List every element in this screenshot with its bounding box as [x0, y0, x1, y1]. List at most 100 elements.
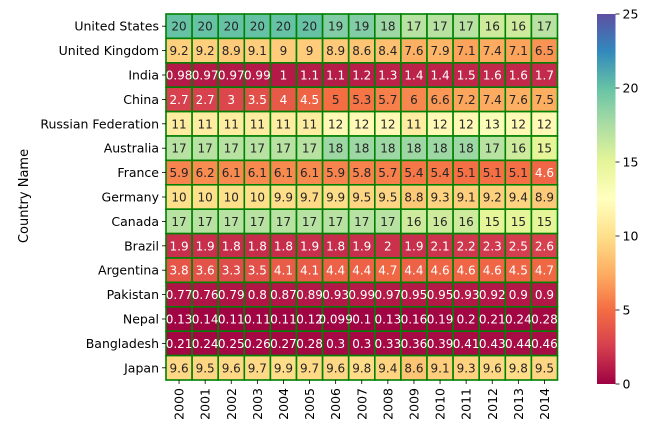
- heatmap-cell: [321, 354, 350, 381]
- cell-value-label: 1.4: [404, 69, 423, 83]
- y-axis-title: Country Name: [17, 149, 32, 243]
- cell-value-label: 15: [537, 215, 552, 229]
- cell-value-label: 0.97: [374, 288, 401, 302]
- cell-value-label: 2: [384, 239, 392, 253]
- cell-value-label: 17: [224, 215, 239, 229]
- cell-value-label: 9.9: [274, 191, 293, 205]
- cell-value-label: 2.1: [431, 239, 450, 253]
- heatmap-cell: [452, 330, 481, 357]
- cell-value-label: 9.2: [483, 191, 502, 205]
- cell-value-label: 17: [485, 142, 500, 156]
- heatmap-cell: [504, 305, 533, 332]
- colorbar-tick-label: 10: [623, 229, 639, 244]
- heatmap-cell: [347, 13, 376, 40]
- cell-value-label: 1.8: [248, 239, 267, 253]
- heatmap-cell: [243, 110, 272, 137]
- cell-value-label: 16: [432, 215, 447, 229]
- heatmap-cell: [347, 354, 376, 381]
- x-tick-label: 2014: [537, 388, 552, 420]
- x-tick-label: 2013: [511, 388, 526, 420]
- heatmap-cell: [530, 184, 559, 211]
- cell-value-label: 1.9: [196, 239, 215, 253]
- colorbar-tick-label: 25: [623, 7, 639, 22]
- heatmap-cell: [217, 184, 246, 211]
- cell-value-label: 10: [198, 191, 213, 205]
- cell-value-label: 9.8: [352, 361, 371, 375]
- y-tick-label: Australia: [104, 141, 159, 156]
- cell-value-label: 9.5: [378, 191, 397, 205]
- cell-value-label: 0.44: [505, 337, 532, 351]
- cell-value-label: 9.8: [509, 361, 528, 375]
- heatmap-cell: [347, 37, 376, 64]
- cell-value-label: 9.1: [431, 361, 450, 375]
- cell-value-label: 6.6: [431, 93, 450, 107]
- cell-value-label: 18: [380, 142, 395, 156]
- heatmap-cell: [347, 208, 376, 235]
- heatmap-cell: [295, 61, 324, 88]
- cell-value-label: 1.8: [222, 239, 241, 253]
- cell-value-label: 4.6: [535, 166, 554, 180]
- cell-value-label: 17: [250, 215, 265, 229]
- x-tick-label: 2004: [276, 388, 291, 420]
- y-tick-label: Argentina: [98, 263, 159, 278]
- cell-value-label: 17: [276, 215, 291, 229]
- heatmap-cell: [426, 184, 454, 211]
- heatmap-cell: [191, 354, 220, 381]
- cell-value-label: 11: [250, 117, 265, 131]
- cell-value-label: 0.3: [352, 337, 371, 351]
- cell-value-label: 11: [198, 117, 213, 131]
- cell-value-label: 17: [459, 20, 474, 34]
- heatmap-cell: [452, 37, 481, 64]
- heatmap-cell: [243, 37, 272, 64]
- heatmap-cell: [165, 208, 193, 235]
- cell-value-label: 20: [198, 20, 213, 34]
- heatmap-cell: [191, 208, 220, 235]
- cell-value-label: 0.27: [270, 337, 297, 351]
- cell-value-label: 0.24: [192, 337, 219, 351]
- cell-value-label: 1.5: [457, 69, 476, 83]
- y-tick-label: India: [128, 68, 159, 83]
- cell-value-label: 8.9: [535, 191, 554, 205]
- cell-value-label: 5.1: [457, 166, 476, 180]
- cell-value-label: 20: [171, 20, 186, 34]
- heatmap-cell: [347, 110, 376, 137]
- cell-value-label: 7.1: [457, 44, 476, 58]
- cell-value-label: 0.19: [427, 313, 454, 327]
- cell-value-label: 12: [459, 117, 474, 131]
- cell-value-label: 9.7: [300, 361, 319, 375]
- heatmap-cell: [426, 305, 454, 332]
- cell-value-label: 0.11: [218, 313, 245, 327]
- cell-value-label: 1: [280, 69, 288, 83]
- cell-value-label: 4.4: [404, 264, 423, 278]
- heatmap-cell: [321, 330, 350, 357]
- cell-value-label: 2.3: [483, 239, 502, 253]
- cell-value-label: 17: [328, 215, 343, 229]
- cell-value-label: 3.5: [248, 93, 267, 107]
- x-tick-label: 2008: [380, 388, 395, 420]
- cell-value-label: 17: [537, 20, 552, 34]
- cell-value-label: 9.3: [431, 191, 450, 205]
- cell-value-label: 17: [276, 142, 291, 156]
- x-tick-label: 2007: [354, 388, 369, 420]
- cell-value-label: 0.99: [348, 288, 375, 302]
- cell-value-label: 0.93: [453, 288, 480, 302]
- cell-value-label: 18: [459, 142, 474, 156]
- heatmap-cell: [165, 86, 193, 113]
- cell-value-label: 13: [485, 117, 500, 131]
- cell-value-label: 2.2: [457, 239, 476, 253]
- cell-value-label: 4.1: [274, 264, 293, 278]
- cell-value-label: 4.6: [431, 264, 450, 278]
- cell-value-label: 1.1: [300, 69, 319, 83]
- cell-value-label: 0.95: [401, 288, 428, 302]
- cell-value-label: 0.13: [374, 313, 401, 327]
- heatmap-cell: [530, 37, 559, 64]
- cell-value-label: 1.9: [404, 239, 423, 253]
- cell-value-label: 1.2: [352, 69, 371, 83]
- x-tick-label: 2002: [224, 388, 239, 420]
- heatmap-cell: [165, 330, 193, 357]
- heatmap-cell: [321, 135, 350, 162]
- cell-value-label: 6.1: [248, 166, 267, 180]
- cell-value-label: 1.9: [170, 239, 189, 253]
- heatmap-cell: [191, 37, 220, 64]
- heatmap-cell: [452, 110, 481, 137]
